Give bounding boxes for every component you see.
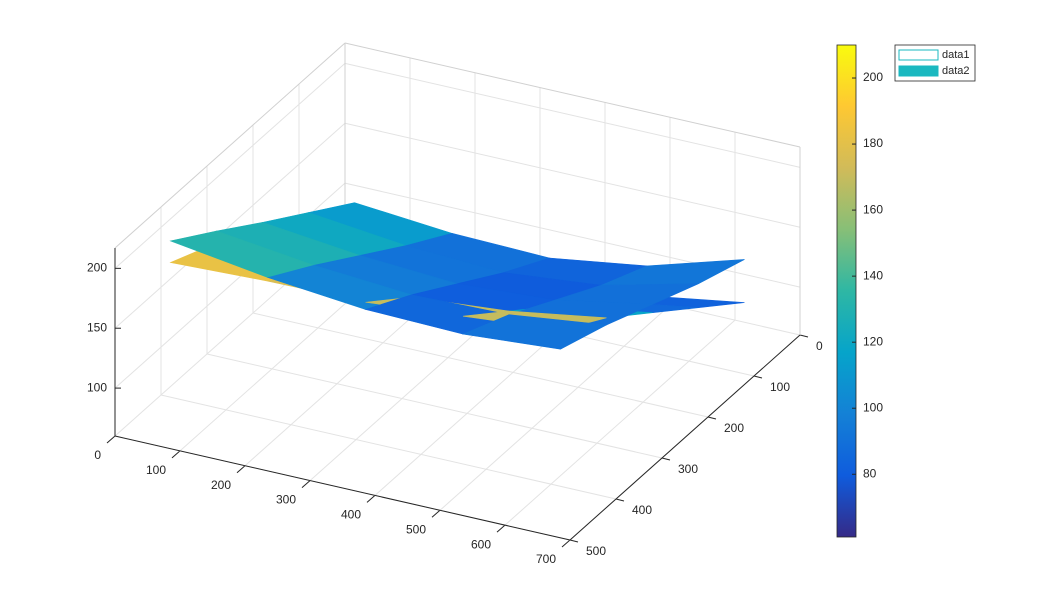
y-tick-label: 300 xyxy=(678,462,698,476)
colorbar-tick-label: 80 xyxy=(863,466,877,480)
x-tick xyxy=(366,495,376,503)
legend-label: data1 xyxy=(942,49,970,61)
x-tick xyxy=(561,539,571,548)
x-tick-label: 100 xyxy=(146,463,166,477)
grid-line xyxy=(252,312,709,418)
y-tick-label: 400 xyxy=(632,503,652,517)
axis-line xyxy=(344,42,801,148)
legend-label: data2 xyxy=(942,65,970,77)
axis-line xyxy=(114,435,571,541)
x-tick-label: 600 xyxy=(471,537,491,551)
x-tick-label: 0 xyxy=(94,448,101,462)
legend-swatch xyxy=(898,49,939,61)
x-tick-label: 500 xyxy=(406,522,426,536)
legend: data1 data2 xyxy=(894,44,976,82)
z-tick-label: 200 xyxy=(87,261,107,275)
colorbar-tick-label: 120 xyxy=(863,334,883,348)
grid-line xyxy=(344,122,801,228)
x-tick xyxy=(496,524,506,533)
y-tick-label: 500 xyxy=(586,544,606,558)
colorbar-tick-label: 180 xyxy=(863,136,883,150)
z-tick-label: 150 xyxy=(87,320,107,334)
grid-line xyxy=(114,62,346,269)
x-tick-label: 200 xyxy=(211,478,231,492)
x-tick-label: 700 xyxy=(536,552,556,566)
y-tick-label: 100 xyxy=(770,380,790,394)
surface-patch xyxy=(461,314,608,350)
colorbar: 80 100 120 140 160 180 200 xyxy=(836,44,883,538)
y-tick xyxy=(707,416,717,420)
x-tick xyxy=(106,435,116,444)
grid-line xyxy=(344,62,801,168)
axis-line xyxy=(114,42,346,249)
y-tick xyxy=(569,539,579,543)
z-tick-label: 100 xyxy=(87,380,107,394)
grid-line xyxy=(114,122,346,329)
y-tick xyxy=(661,457,671,461)
legend-swatch xyxy=(898,65,939,77)
x-tick xyxy=(236,465,246,474)
x-tick xyxy=(171,450,181,459)
x-tick xyxy=(431,509,441,518)
grid-line xyxy=(206,353,663,459)
colorbar-tick-label: 160 xyxy=(863,202,883,216)
grid-line xyxy=(439,304,671,511)
x-tick-label: 400 xyxy=(341,508,361,522)
surfaces xyxy=(169,202,745,350)
grid-line xyxy=(504,319,736,526)
colorbar-tick-label: 100 xyxy=(863,400,883,414)
axis-line xyxy=(569,334,801,541)
colorbar-tick-label: 140 xyxy=(863,268,883,282)
y-tick xyxy=(753,375,763,379)
colorbar-tick-label: 200 xyxy=(863,70,883,84)
y-tick xyxy=(615,498,625,502)
y-tick-label: 200 xyxy=(724,421,744,435)
x-tick xyxy=(301,480,311,488)
x-tick-label: 300 xyxy=(276,493,296,507)
colorbar-scale xyxy=(836,44,857,538)
y-tick-label: 0 xyxy=(816,339,823,353)
grid-line xyxy=(160,394,617,500)
y-tick xyxy=(799,334,809,338)
